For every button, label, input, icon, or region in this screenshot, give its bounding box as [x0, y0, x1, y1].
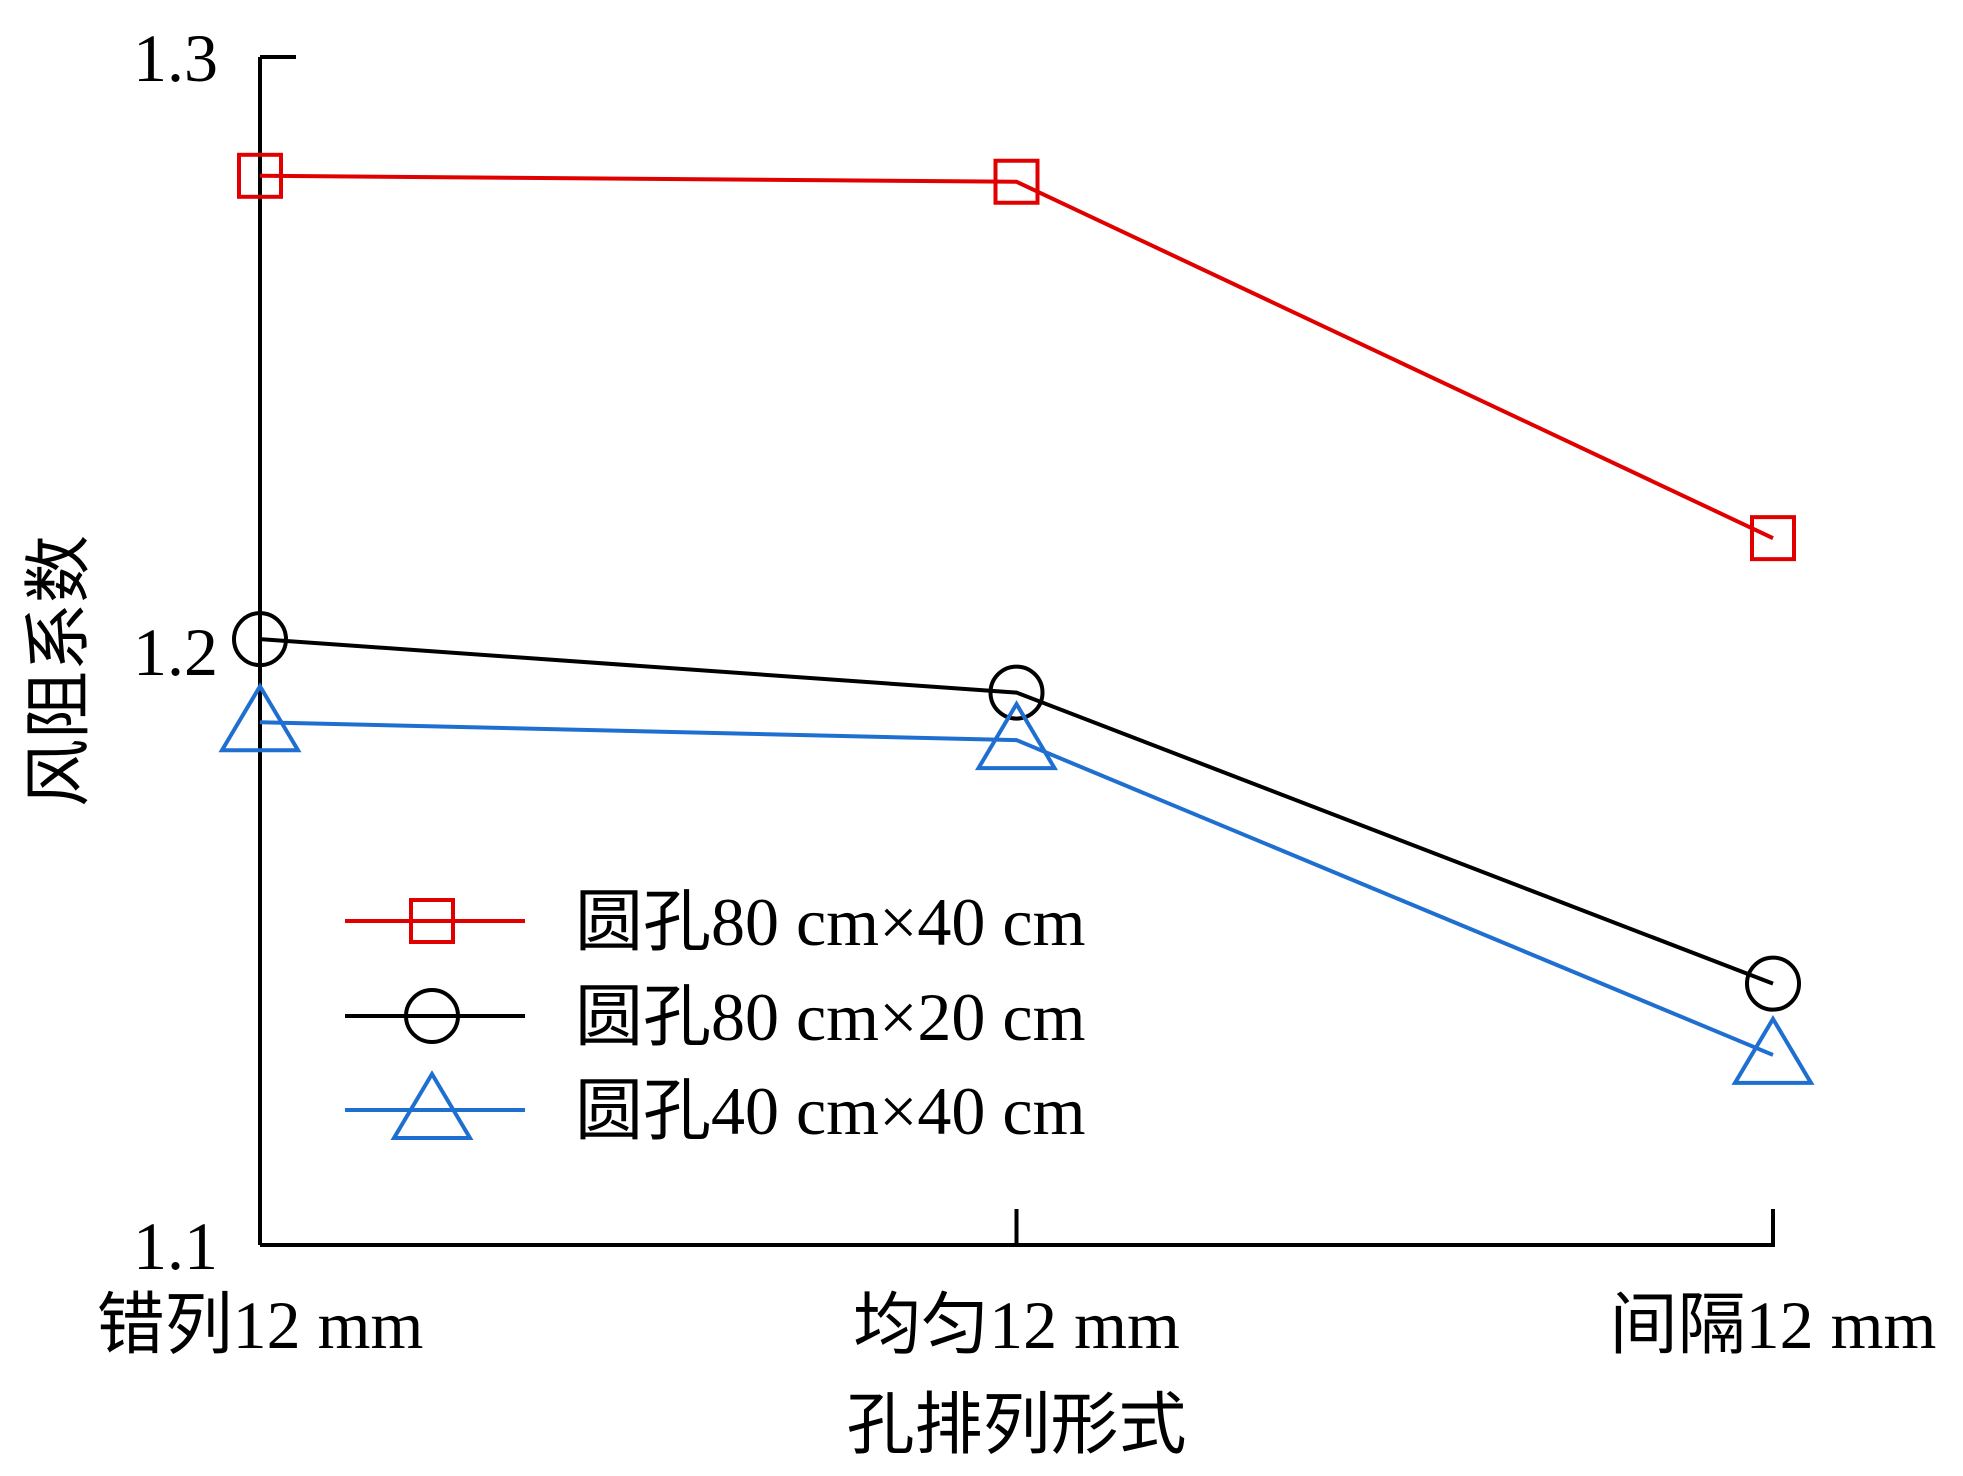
y-axis-title: 风阻系数: [21, 535, 97, 807]
y-tick-label: 1.2: [133, 614, 218, 690]
data-point-square: [993, 158, 1040, 205]
series-line: [259, 720, 1774, 1057]
x-tick-label: 间隔12 mm: [1610, 1287, 1937, 1363]
data-point-triangle: [974, 700, 1059, 771]
ticks: 1.1 1.2 1.3 错列12 mm 均匀12 mm 间隔12 mm: [97, 20, 1937, 1363]
legend-marker-circle: [404, 988, 460, 1044]
legend-marker-triangle: [390, 1070, 474, 1140]
y-tick-label: 1.1: [133, 1208, 218, 1284]
x-axis-title: 孔排列形式: [846, 1387, 1186, 1463]
legend-marker-square: [409, 898, 455, 944]
data-point-triangle: [1731, 1015, 1815, 1085]
legend-item: 圆孔80 cm×40 cm: [345, 884, 1086, 960]
legend-item: 圆孔80 cm×20 cm: [345, 979, 1086, 1055]
legend-label: 圆孔40 cm×40 cm: [575, 1073, 1086, 1149]
legend-label: 圆孔80 cm×20 cm: [575, 979, 1086, 1055]
series-1: [237, 152, 1796, 562]
legend-item: 圆孔40 cm×40 cm: [345, 1070, 1086, 1149]
data-point-square: [1750, 515, 1796, 562]
x-tick-label: 错列12 mm: [97, 1287, 424, 1363]
data-point-circle: [1745, 955, 1801, 1012]
series-3: [218, 682, 1815, 1085]
series-line: [259, 173, 1774, 540]
legend: 圆孔80 cm×40 cm 圆孔80 cm×20 cm 圆孔40 cm×40 cm: [345, 884, 1086, 1149]
series-line: [259, 637, 1774, 986]
legend-label: 圆孔80 cm×40 cm: [575, 884, 1086, 960]
data-point-circle: [232, 611, 288, 668]
data-point-circle: [988, 664, 1045, 721]
x-tick-label: 均匀12 mm: [853, 1287, 1180, 1363]
series: [218, 152, 1815, 1085]
series-2: [232, 611, 1801, 1012]
data-point-square: [237, 152, 283, 199]
data-point-triangle: [218, 682, 302, 753]
axes: [258, 57, 1775, 1247]
y-tick-label: 1.3: [133, 20, 218, 96]
